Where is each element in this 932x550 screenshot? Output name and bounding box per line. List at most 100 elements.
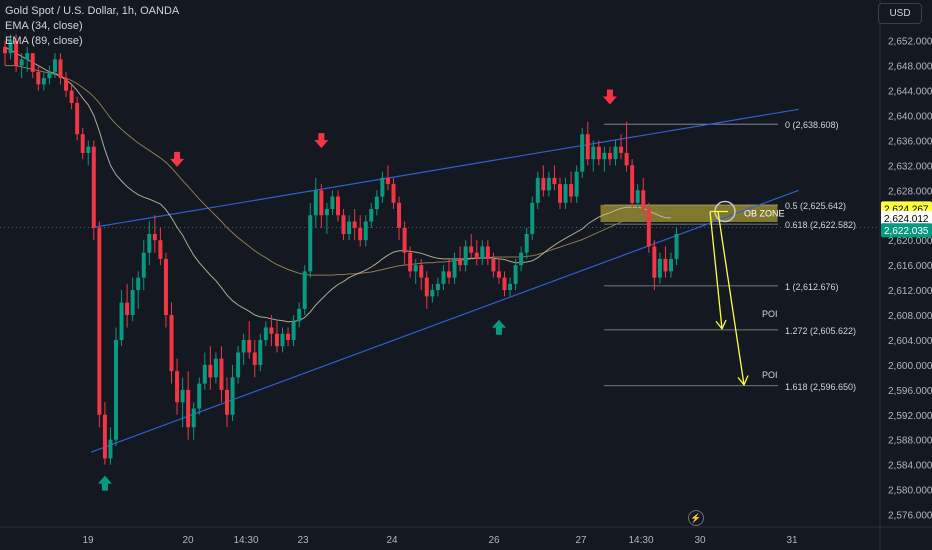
lightning-icon[interactable]: ⚡ [688, 510, 704, 526]
candle-body [413, 265, 418, 272]
candle-body [596, 146, 601, 160]
candle-body [574, 171, 579, 197]
projection-arrowhead-1 [715, 319, 727, 330]
candle-body [591, 146, 596, 160]
candle-body [552, 177, 557, 185]
poi-label: POI [762, 309, 778, 319]
x-tick-label: 24 [386, 535, 398, 546]
candle-body [563, 184, 568, 203]
candle-body [64, 78, 69, 91]
candle-body [657, 258, 662, 278]
x-tick-label: 14:30 [628, 535, 653, 546]
candle-body [313, 190, 318, 216]
candle-body [236, 352, 241, 378]
candle-body [80, 134, 85, 153]
poi-label: POI [762, 370, 778, 380]
fib-level-label: 1.272 (2,605.622) [785, 326, 856, 336]
candle-body [424, 277, 429, 297]
candle-body [158, 240, 163, 259]
candle-body [674, 233, 679, 259]
fib-level-label: 0 (2,638.608) [785, 120, 839, 130]
y-tick-label: 2,600.000 [888, 361, 932, 372]
candle-body [47, 71, 52, 79]
candle-body [580, 134, 585, 172]
ob-zone-label: OB ZONE [744, 208, 785, 218]
candle-body [119, 302, 124, 340]
candle-body [530, 202, 535, 234]
candle-body [152, 233, 157, 241]
candle-body [219, 358, 224, 390]
candle-body [319, 190, 324, 216]
candle-body [163, 258, 168, 316]
candle-body [202, 364, 207, 384]
candle-body [380, 177, 385, 197]
candle-body [602, 152, 607, 160]
candle-body [241, 339, 246, 353]
down-arrow-marker [314, 133, 329, 149]
candle-body [102, 414, 107, 459]
candle-body [180, 389, 185, 403]
candle-body [58, 59, 63, 79]
price-label-text: 2,622.035 [884, 226, 929, 237]
down-arrow-marker [602, 89, 617, 105]
x-tick-label: 27 [575, 535, 587, 546]
y-tick-label: 2,632.000 [888, 161, 932, 172]
price-label-box [881, 210, 932, 225]
candle-body [247, 339, 252, 353]
symbol-title[interactable]: Gold Spot / U.S. Dollar, 1h, OANDA [5, 5, 180, 17]
candle-body [136, 277, 141, 291]
y-tick-label: 2,604.000 [888, 336, 932, 347]
candle-body [652, 246, 657, 278]
candle-body [36, 71, 41, 85]
candle-body [69, 90, 74, 104]
upper-trendline [91, 108, 799, 229]
candle-body [308, 215, 313, 272]
x-tick-label: 14:30 [233, 535, 258, 546]
candle-body [280, 333, 285, 347]
ema34-legend[interactable]: EMA (34, close) [5, 20, 83, 32]
candle-body [419, 265, 424, 278]
candle-body [646, 209, 651, 247]
ema89-legend[interactable]: EMA (89, close) [5, 35, 83, 47]
ema34-line [4, 46, 671, 323]
currency-button[interactable]: USD [878, 3, 922, 24]
candle-body [14, 40, 19, 66]
candle-body [363, 221, 368, 241]
candle-body [347, 221, 352, 234]
candle-body [75, 103, 80, 135]
candle-body [108, 439, 113, 459]
candle-body [114, 339, 118, 440]
candle-body [391, 184, 396, 203]
candle-body [186, 389, 191, 428]
y-tick-label: 2,592.000 [888, 411, 932, 422]
y-tick-label: 2,576.000 [888, 511, 932, 522]
candle-body [513, 265, 518, 284]
candle-body [330, 196, 335, 210]
candle-body [452, 258, 457, 278]
y-tick-label: 2,608.000 [888, 311, 932, 322]
candle-body [641, 190, 646, 210]
candle-body [535, 177, 540, 203]
candle-body [286, 333, 291, 340]
candle-body [663, 258, 668, 272]
candle-body [430, 290, 435, 297]
ema89-line [5, 65, 671, 276]
y-tick-label: 2,644.000 [888, 87, 932, 98]
candle-body [585, 134, 590, 160]
candle-body [408, 252, 413, 272]
projection-path-2 [717, 211, 745, 385]
candle-body [619, 146, 624, 153]
down-arrow-marker [170, 151, 185, 167]
fib-level-label: 1.618 (2,596.650) [785, 382, 856, 392]
candle-body [524, 233, 529, 253]
candle-body [213, 358, 218, 378]
candle-body [291, 321, 296, 340]
candle-body [252, 352, 257, 365]
candle-body [469, 246, 474, 253]
candle-body [175, 371, 180, 403]
y-tick-label: 2,596.000 [888, 386, 932, 397]
candle-body [52, 59, 57, 72]
candle-body [324, 209, 329, 216]
